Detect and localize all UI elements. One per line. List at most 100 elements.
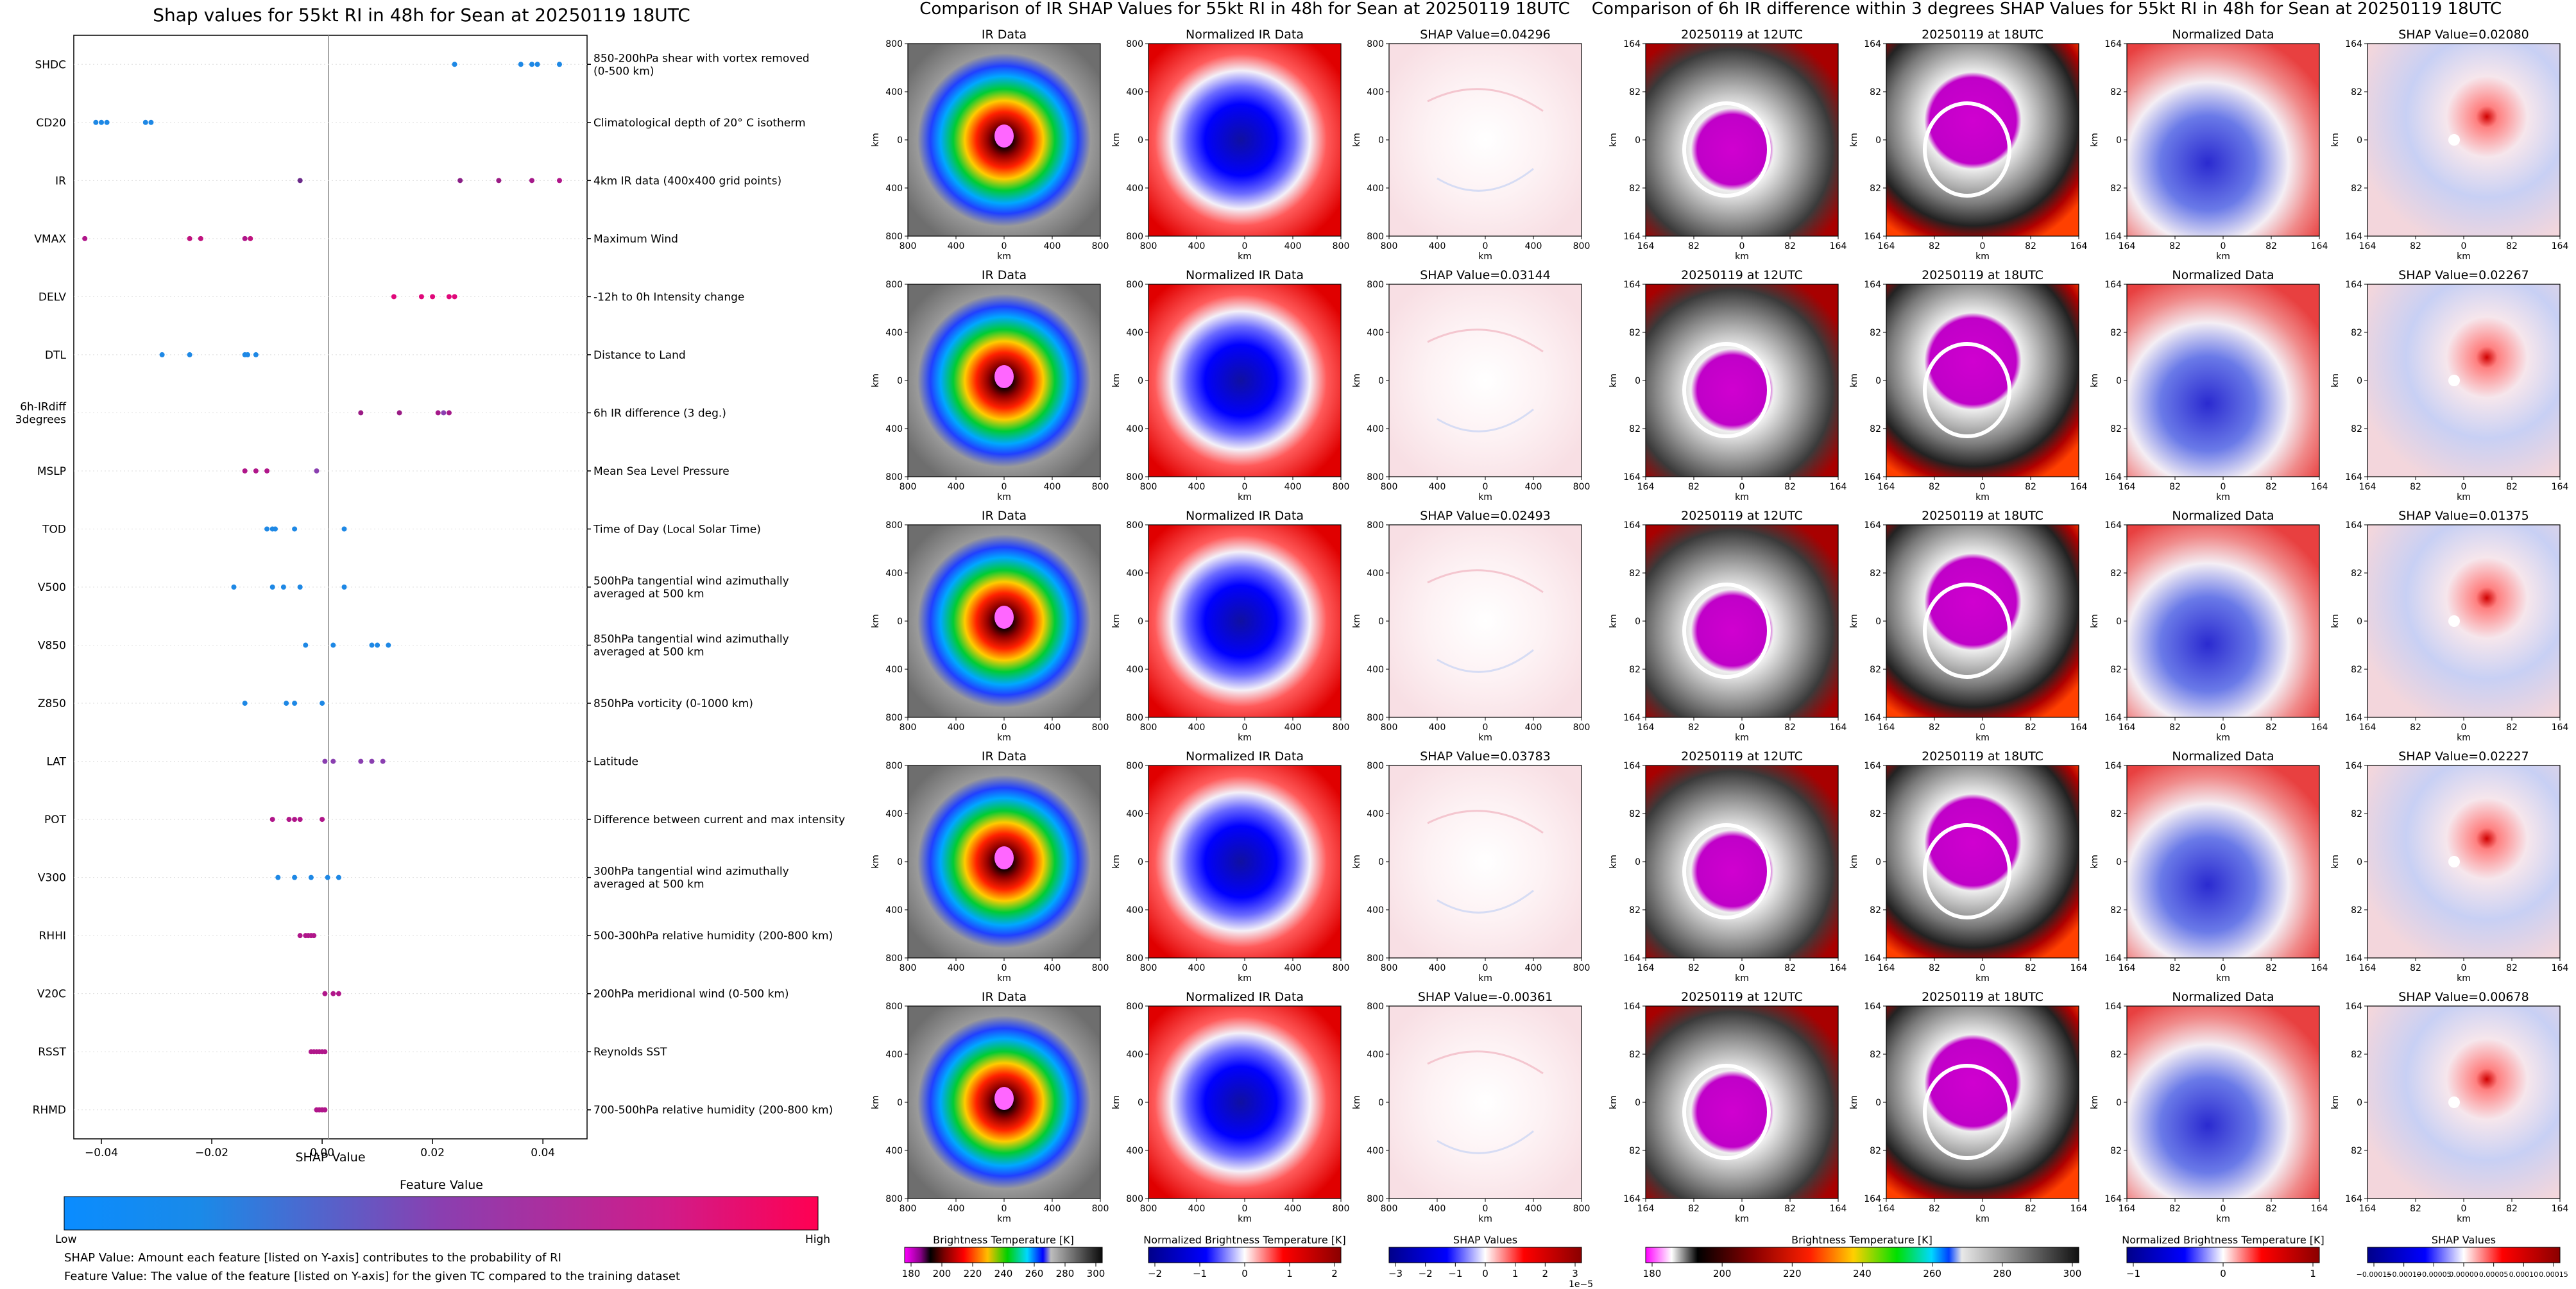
y-tick-label: 164 <box>2345 280 2362 290</box>
x-tick-label: 164 <box>1878 241 1895 252</box>
image-panel: 20250119 at 18UTC1641648282008282164164k… <box>1849 990 2087 1224</box>
x-tick-label: 0 <box>1739 482 1745 492</box>
y-tick-label: 0 <box>897 376 903 386</box>
shap-structure <box>1437 889 1534 914</box>
colorbar-tick-label: 260 <box>1025 1268 1044 1279</box>
panel-title: IR Data <box>982 28 1027 42</box>
x-tick-label: 164 <box>2359 1204 2376 1214</box>
shap-point <box>286 817 292 823</box>
colorbar-tick-label: 0 <box>1241 1268 1248 1279</box>
feature-name: V300 <box>38 872 66 885</box>
shap-point <box>358 410 364 416</box>
norm-colorbar-ticks: −2 −1 0 1 2 <box>1148 1263 1338 1279</box>
shap-point <box>275 875 281 880</box>
image-panel: SHAP Value=0.022271641648282008282164164… <box>2330 749 2568 984</box>
x-tick-label: 82 <box>2265 963 2277 973</box>
shap-point <box>242 468 248 474</box>
y-axis-label: km <box>2090 855 2100 869</box>
x-tick-label: 164 <box>1830 482 1847 492</box>
x-tick-label: 0 <box>1002 963 1007 973</box>
band-feature <box>1923 583 2011 679</box>
x-axis-label: km <box>1238 973 1252 984</box>
y-axis-label: km <box>2090 1095 2100 1109</box>
y-tick-label: 164 <box>1864 232 1881 242</box>
x-axis-label: km <box>1238 252 1252 262</box>
panel-title: 20250119 at 12UTC <box>1681 509 1803 523</box>
x-tick-label: 82 <box>2506 722 2518 733</box>
x-tick-label: 164 <box>1878 1204 1895 1214</box>
feature-description: (0-500 km) <box>593 65 654 78</box>
x-tick-label: 164 <box>1830 722 1847 733</box>
colorbar-tick-label: 0.00010 <box>2509 1270 2539 1279</box>
shap-point <box>248 235 253 241</box>
shap-point <box>418 294 424 300</box>
band-feature <box>1923 1064 2011 1160</box>
x-tick-label: 164 <box>2070 722 2088 733</box>
y-tick-label: 400 <box>1126 424 1143 434</box>
shap-structure <box>1437 649 1534 673</box>
y-tick-label: 82 <box>2110 905 2122 916</box>
shap-point <box>320 817 325 823</box>
x-tick-label: 164 <box>2359 963 2376 973</box>
panel-image <box>2367 525 2560 717</box>
x-axis-label: km <box>2216 733 2230 743</box>
y-axis-label: km <box>1849 133 1859 147</box>
shap-point <box>264 526 270 532</box>
x-tick-label: 0 <box>2221 241 2226 252</box>
shap-point <box>311 933 317 939</box>
panel-image <box>2127 44 2319 236</box>
y-tick-label: 82 <box>2110 328 2122 338</box>
panel-title: Normalized IR Data <box>1186 749 1304 764</box>
shap-colorbar-exponent: 1e−5 <box>1569 1279 1593 1289</box>
shap-point <box>148 119 154 125</box>
colorbar-tick-label: 2 <box>1331 1268 1338 1279</box>
y-tick-label: 400 <box>885 184 903 194</box>
x-tick-label: 82 <box>2025 722 2036 733</box>
colorbar-tick-label: 3 <box>1572 1268 1578 1279</box>
panel-title: IR Data <box>982 509 1027 523</box>
x-tick-label: 800 <box>1333 722 1350 733</box>
x-tick-label: 400 <box>1188 722 1206 733</box>
panel-title: Normalized Data <box>2172 990 2274 1004</box>
shap-point <box>272 526 278 532</box>
y-axis-label: km <box>1608 855 1619 869</box>
feature-name: RSST <box>38 1046 66 1059</box>
x-tick-label: 0 <box>2461 963 2467 973</box>
x-tick-label: 82 <box>2410 482 2421 492</box>
panel-image <box>1148 284 1341 477</box>
feature-description: 850hPa tangential wind azimuthally <box>593 633 789 646</box>
x-tick-label: 164 <box>2311 1204 2328 1214</box>
panel-title: 20250119 at 12UTC <box>1681 268 1803 282</box>
x-axis-label: km <box>2457 1214 2471 1224</box>
y-tick-label: 800 <box>885 280 903 290</box>
y-tick-label: 164 <box>2104 953 2122 964</box>
y-tick-label: 0 <box>1635 135 1641 146</box>
colorbar-high-label: High <box>805 1233 830 1246</box>
y-axis-label: km <box>871 133 881 147</box>
panel-title: SHAP Value=0.02493 <box>1420 509 1551 523</box>
colorbar-tick-label: 1 <box>1512 1268 1519 1279</box>
x-tick-label: 400 <box>1044 722 1061 733</box>
feature-row: Z850 850hPa vorticity (0-1000 km) <box>38 697 753 710</box>
band-feature <box>1923 342 2011 438</box>
x-tick-label: 0 <box>1242 1204 1248 1214</box>
panel-title: SHAP Value=0.03783 <box>1420 749 1551 764</box>
y-tick-label: 400 <box>885 87 903 98</box>
y-tick-label: 0 <box>1138 617 1143 627</box>
x-tick-label: 82 <box>1929 722 1940 733</box>
x-tick-label: 164 <box>2552 1204 2569 1214</box>
y-tick-label: 164 <box>1864 1194 1881 1204</box>
feature-row: V300 300hPa tangential wind azimuthallyav… <box>38 866 789 891</box>
panel-image <box>1886 1006 2079 1199</box>
feature-name: CD20 <box>36 117 66 130</box>
band-feature <box>1682 342 1771 438</box>
feature-row: RHMD 700-500hPa relative humidity (200-80… <box>33 1104 833 1117</box>
x-tick-label: 82 <box>1784 963 1796 973</box>
y-tick-label: 164 <box>1864 1002 1881 1012</box>
panel-title: Normalized Data <box>2172 509 2274 523</box>
bt-colorbar-label: Brightness Temperature [K] <box>933 1234 1074 1246</box>
colorbar-tick-label: 260 <box>1923 1268 1941 1279</box>
